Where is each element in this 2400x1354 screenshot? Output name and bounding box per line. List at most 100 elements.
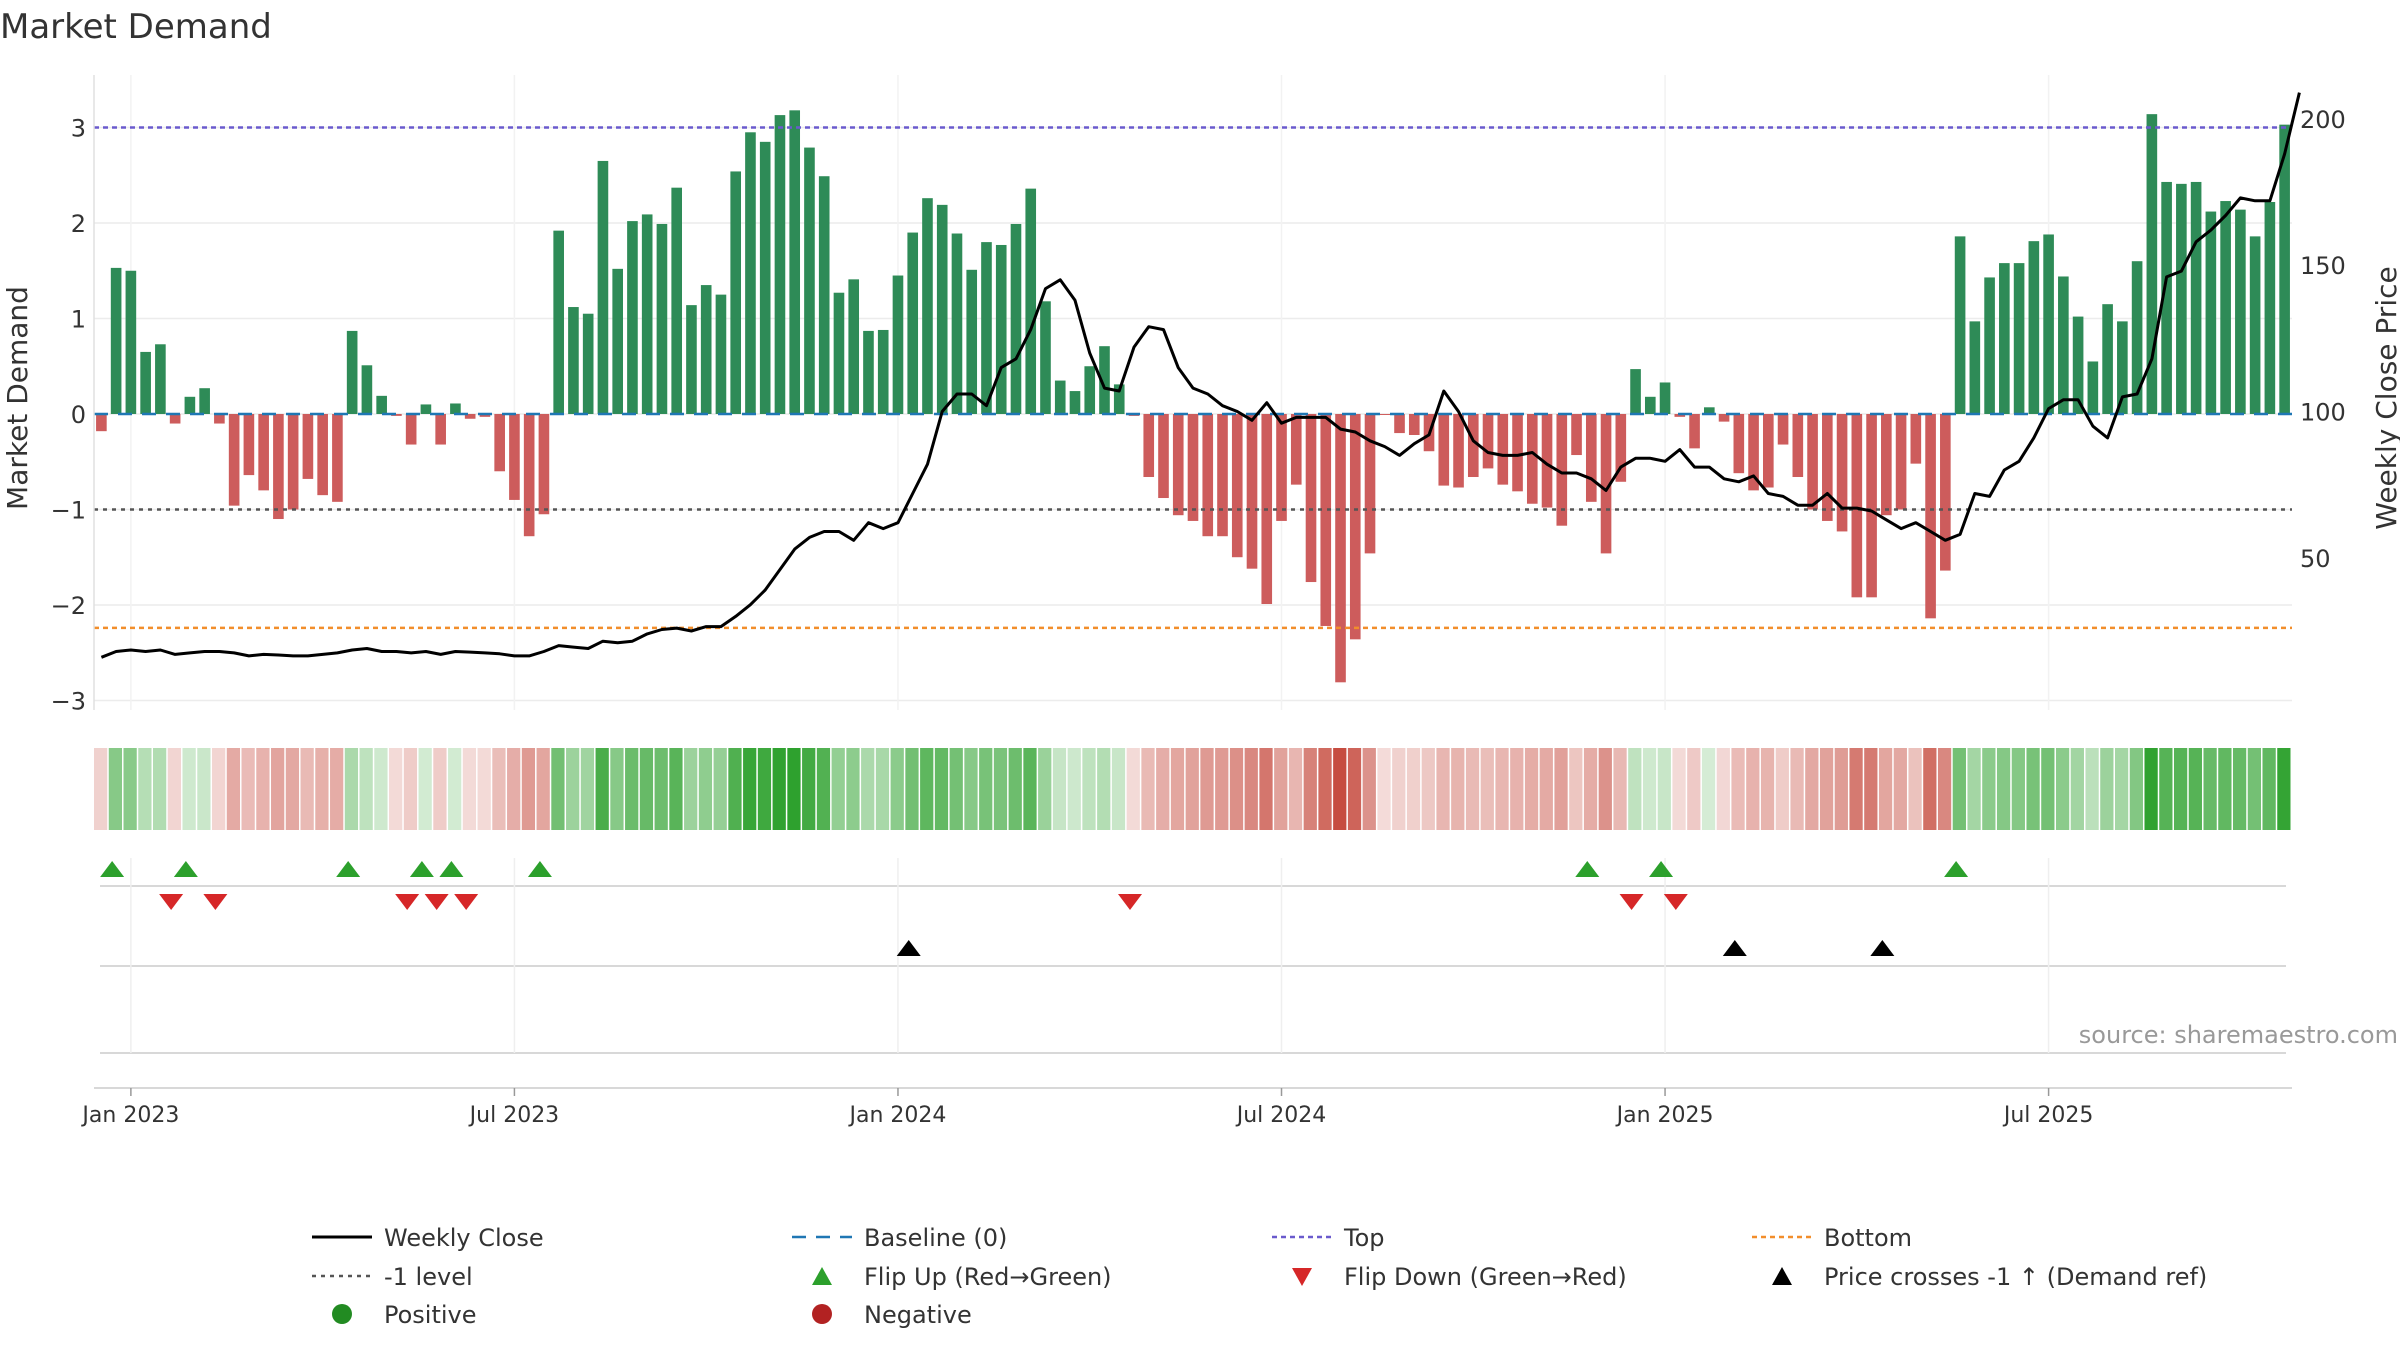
heat-strip-cell — [330, 748, 344, 830]
demand-bar-negative — [1851, 413, 1863, 598]
price-cross-marker — [1870, 940, 1895, 956]
heat-strip-cell — [182, 748, 196, 830]
y-tick-label: 0 — [71, 401, 86, 429]
demand-bar-positive — [1630, 369, 1641, 414]
demand-bar-positive — [140, 351, 151, 414]
demand-bar-positive — [1025, 188, 1037, 414]
heat-strip-cell — [359, 748, 373, 830]
y2-tick-label: 150 — [2300, 252, 2346, 280]
demand-bar-positive — [1969, 321, 1981, 414]
x-tick-label: Jan 2025 — [1615, 1103, 1714, 1128]
legend-item-weekly-close: Weekly Close — [312, 1224, 544, 1252]
flip-up-marker — [1649, 861, 1674, 877]
weekly-close-line — [100, 92, 2301, 659]
demand-bar-positive — [759, 141, 771, 414]
heat-strip-cell — [1038, 748, 1052, 830]
demand-bar-negative — [273, 413, 284, 520]
heat-strip-cell — [1067, 748, 1081, 830]
heat-strip-cell — [1775, 748, 1789, 830]
heat-strip-cell — [1642, 748, 1657, 830]
demand-bar-negative — [1379, 413, 1391, 415]
heat-strip-cell — [2173, 748, 2188, 830]
heat-strip-cell — [1583, 748, 1598, 830]
heat-strip-cell — [1672, 748, 1686, 830]
demand-bar-positive — [627, 221, 638, 414]
heat-strip-cell — [256, 748, 270, 830]
demand-bar-positive — [2117, 321, 2128, 414]
demand-bar-positive — [1999, 263, 2010, 414]
y2-axis-label: Weekly Close Price — [2370, 266, 2400, 529]
heat-strip-cell — [551, 748, 565, 830]
flip-down-marker — [424, 894, 449, 910]
legend-item-top: Top — [1272, 1224, 1385, 1252]
demand-bar-positive — [2102, 304, 2113, 414]
y-tick-label: 1 — [71, 305, 86, 333]
demand-bar-positive — [715, 294, 727, 414]
heat-strip-cell — [153, 748, 167, 830]
y2-tick-label: 50 — [2300, 545, 2331, 573]
heat-strip-cell — [2159, 748, 2173, 830]
demand-bar-positive — [1099, 346, 1110, 414]
price-cross-marker — [1722, 940, 1747, 956]
demand-bar-negative — [1940, 413, 1951, 571]
demand-bar-positive — [1069, 391, 1081, 414]
demand-bar-negative — [1600, 413, 1612, 554]
heat-strip-cell — [1613, 748, 1627, 830]
heat-strip-cell — [816, 748, 831, 830]
demand-bar-negative — [96, 413, 107, 432]
demand-bar-negative — [391, 413, 402, 416]
heat-strip-cell — [831, 748, 845, 830]
legend-label-price-cross: Price crosses -1 ↑ (Demand ref) — [1824, 1263, 2207, 1291]
demand-bar-positive — [1703, 407, 1715, 414]
demand-bar-negative — [214, 413, 225, 424]
demand-bar-positive — [1010, 223, 1022, 414]
heat-strip-cell — [1510, 748, 1524, 830]
heat-strip-cell — [802, 748, 816, 830]
demand-bar-negative — [1881, 413, 1892, 516]
heat-strip-cell — [344, 748, 359, 830]
demand-bar-positive — [420, 404, 432, 414]
demand-bar-negative — [1394, 413, 1405, 434]
legend-swatch-flip-up — [812, 1267, 832, 1285]
demand-bar-negative — [1615, 413, 1627, 482]
y-tick-label: −2 — [51, 592, 86, 620]
demand-bar-positive — [671, 187, 683, 414]
demand-bar-positive — [774, 115, 786, 414]
heat-strip-cell — [448, 748, 462, 830]
demand-bar-positive — [2176, 183, 2187, 414]
demand-bar-negative — [1763, 413, 1774, 488]
demand-bar-positive — [1040, 301, 1051, 414]
x-tick-label: Jul 2025 — [2002, 1103, 2094, 1128]
demand-bar-positive — [2028, 241, 2040, 414]
heat-strip-cell — [1259, 748, 1273, 830]
demand-bar-negative — [1467, 413, 1479, 478]
heat-strip-cell — [1392, 748, 1406, 830]
demand-bar-positive — [995, 244, 1007, 414]
demand-bar-negative — [1585, 413, 1597, 502]
demand-bar-positive — [125, 270, 137, 414]
legend-swatch-flip-down — [1292, 1268, 1312, 1286]
heat-strip-cell — [1288, 748, 1303, 830]
heat-strip-cell — [1716, 748, 1730, 830]
demand-bar-negative — [1512, 413, 1523, 492]
heat-strip-cell — [300, 748, 314, 830]
heat-strip-cell — [1687, 748, 1701, 830]
demand-bar-negative — [1718, 413, 1730, 422]
demand-bar-negative — [1807, 413, 1818, 510]
legend-item-minus-one: -1 level — [312, 1263, 473, 1291]
demand-bar-positive — [804, 147, 815, 414]
demand-bar-negative — [1364, 413, 1376, 554]
heat-strip-cell — [1701, 748, 1716, 830]
heat-strip-cell — [1421, 748, 1435, 830]
demand-bar-negative — [302, 413, 314, 479]
flip-down-marker — [395, 894, 420, 910]
flip-down-marker — [203, 894, 228, 910]
heat-strip-cell — [212, 748, 226, 830]
heat-strip-cell — [138, 748, 152, 830]
demand-bar-negative — [1497, 413, 1509, 485]
heat-strip-cell — [1790, 748, 1804, 830]
legend-label-positive: Positive — [384, 1301, 477, 1329]
demand-bar-positive — [641, 214, 653, 414]
heat-strip-cell — [1923, 748, 1937, 830]
heat-strip-cell — [1185, 748, 1199, 830]
